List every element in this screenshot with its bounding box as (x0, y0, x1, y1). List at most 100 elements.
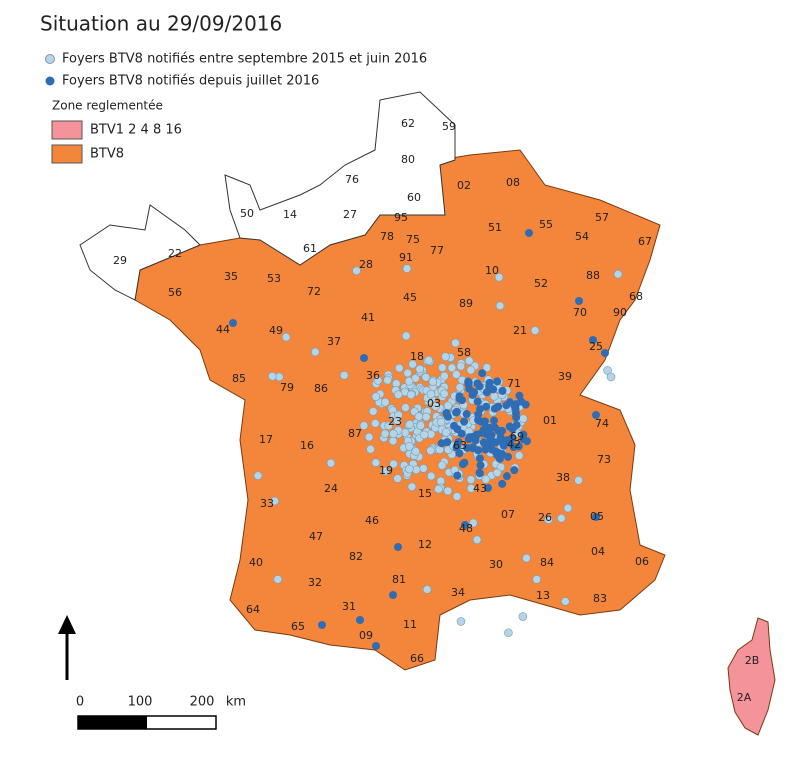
outbreak-old (426, 471, 436, 481)
outbreak-old (489, 392, 499, 401)
department-label: 36 (366, 369, 380, 382)
department-label: 75 (406, 233, 420, 246)
legend-label: BTV1 2 4 8 16 (90, 123, 182, 138)
outbreak-old (383, 375, 392, 385)
department-label: 2B (745, 654, 760, 667)
outbreak-new (502, 472, 511, 481)
department-label: 71 (507, 377, 521, 390)
department-label: 08 (506, 176, 520, 189)
department-label: 33 (260, 497, 274, 510)
department-label: 32 (308, 576, 322, 589)
outbreak-old (574, 476, 583, 485)
legend-swatch (51, 120, 83, 140)
outbreak-old (388, 436, 398, 446)
outbreak-old (434, 484, 443, 494)
department-label: 85 (232, 372, 246, 385)
outbreak-new (442, 410, 451, 419)
department-label: 84 (540, 556, 554, 569)
legend-label: Foyers BTV8 notifiés entre septembre 201… (62, 52, 427, 67)
department-label: 26 (538, 511, 552, 524)
outbreak-old (494, 272, 504, 282)
outbreak-new (475, 454, 484, 463)
scale-label: 100 (128, 695, 153, 710)
department-label: 22 (168, 247, 182, 260)
outbreak-old (451, 338, 460, 348)
outbreak-new (437, 439, 446, 448)
outbreak-old (404, 442, 414, 451)
department-label: 50 (240, 207, 254, 220)
department-label: 87 (348, 427, 362, 440)
department-label: 24 (324, 482, 338, 495)
outbreak-old (389, 459, 398, 469)
outbreak-old (466, 365, 476, 375)
outbreak-old (532, 575, 542, 584)
legend-label: BTV8 (90, 147, 124, 162)
outbreak-new (496, 437, 505, 446)
department-label: 23 (388, 415, 402, 428)
outbreak-new (514, 442, 523, 451)
outbreak-new (482, 388, 491, 397)
outbreak-old (352, 266, 361, 276)
outbreak-old (402, 264, 412, 273)
department-label: 47 (309, 530, 323, 543)
department-label: 43 (473, 482, 487, 495)
outbreak-old (405, 420, 415, 429)
department-label: 11 (403, 618, 417, 631)
outbreaks (229, 229, 623, 650)
outbreak-old (419, 464, 428, 473)
department-label: 40 (249, 556, 263, 569)
outbreak-new (498, 479, 507, 488)
outbreak-new (517, 397, 526, 406)
outbreak-old (405, 464, 414, 474)
department-label: 10 (485, 264, 499, 277)
department-label: 49 (269, 324, 283, 337)
outbreak-old (492, 468, 502, 478)
outbreak-new (498, 386, 507, 395)
department-label: 62 (401, 117, 415, 130)
department-label: 05 (590, 510, 604, 523)
outbreak-new (490, 423, 499, 432)
department-label: 34 (451, 586, 465, 599)
outbreak-new (468, 390, 477, 399)
outbreak-old (522, 553, 531, 563)
outbreak-new (475, 382, 484, 391)
department-label: 77 (430, 244, 444, 257)
outbreak-new (493, 449, 502, 458)
department-label: 76 (345, 173, 359, 186)
department-label: 27 (343, 208, 357, 221)
outbreak-old (393, 474, 402, 483)
department-label: 06 (635, 555, 649, 568)
department-labels: 62 59 80 76 60 50 14 27 61 29 22 02 08 55 57 67 54 51 10 52… (113, 117, 759, 704)
department-label: 58 (457, 346, 471, 359)
outbreak-old (253, 471, 263, 480)
outbreak-new (589, 336, 597, 344)
outbreak-old (439, 389, 449, 399)
outbreak-old (403, 368, 412, 378)
department-label: 73 (597, 453, 611, 466)
outbreak-old (359, 421, 369, 430)
outbreak-old (414, 412, 424, 421)
outbreak-new (360, 354, 368, 362)
department-label: 44 (216, 323, 230, 336)
outbreak-new (476, 461, 485, 470)
department-label: 25 (589, 340, 603, 353)
outbreak-old (544, 515, 553, 524)
outbreak-old (456, 617, 466, 626)
outbreak-new (473, 397, 482, 406)
outbreak-old (408, 359, 417, 369)
outbreak-old (606, 372, 616, 382)
outbreak-new (575, 297, 583, 305)
outbreak-old (393, 390, 403, 399)
department-label: 91 (399, 251, 413, 264)
outbreak-old (411, 447, 421, 456)
department-label: 89 (459, 297, 473, 310)
outbreak-new (490, 416, 499, 425)
outbreak-new (476, 405, 485, 414)
outbreak-old (426, 389, 436, 399)
outbreak-new (503, 436, 512, 445)
legend-zone-title: Zone reglementée (52, 99, 163, 113)
department-label: 56 (168, 286, 182, 299)
department-label: 12 (418, 538, 432, 551)
department-label: 82 (349, 550, 363, 563)
